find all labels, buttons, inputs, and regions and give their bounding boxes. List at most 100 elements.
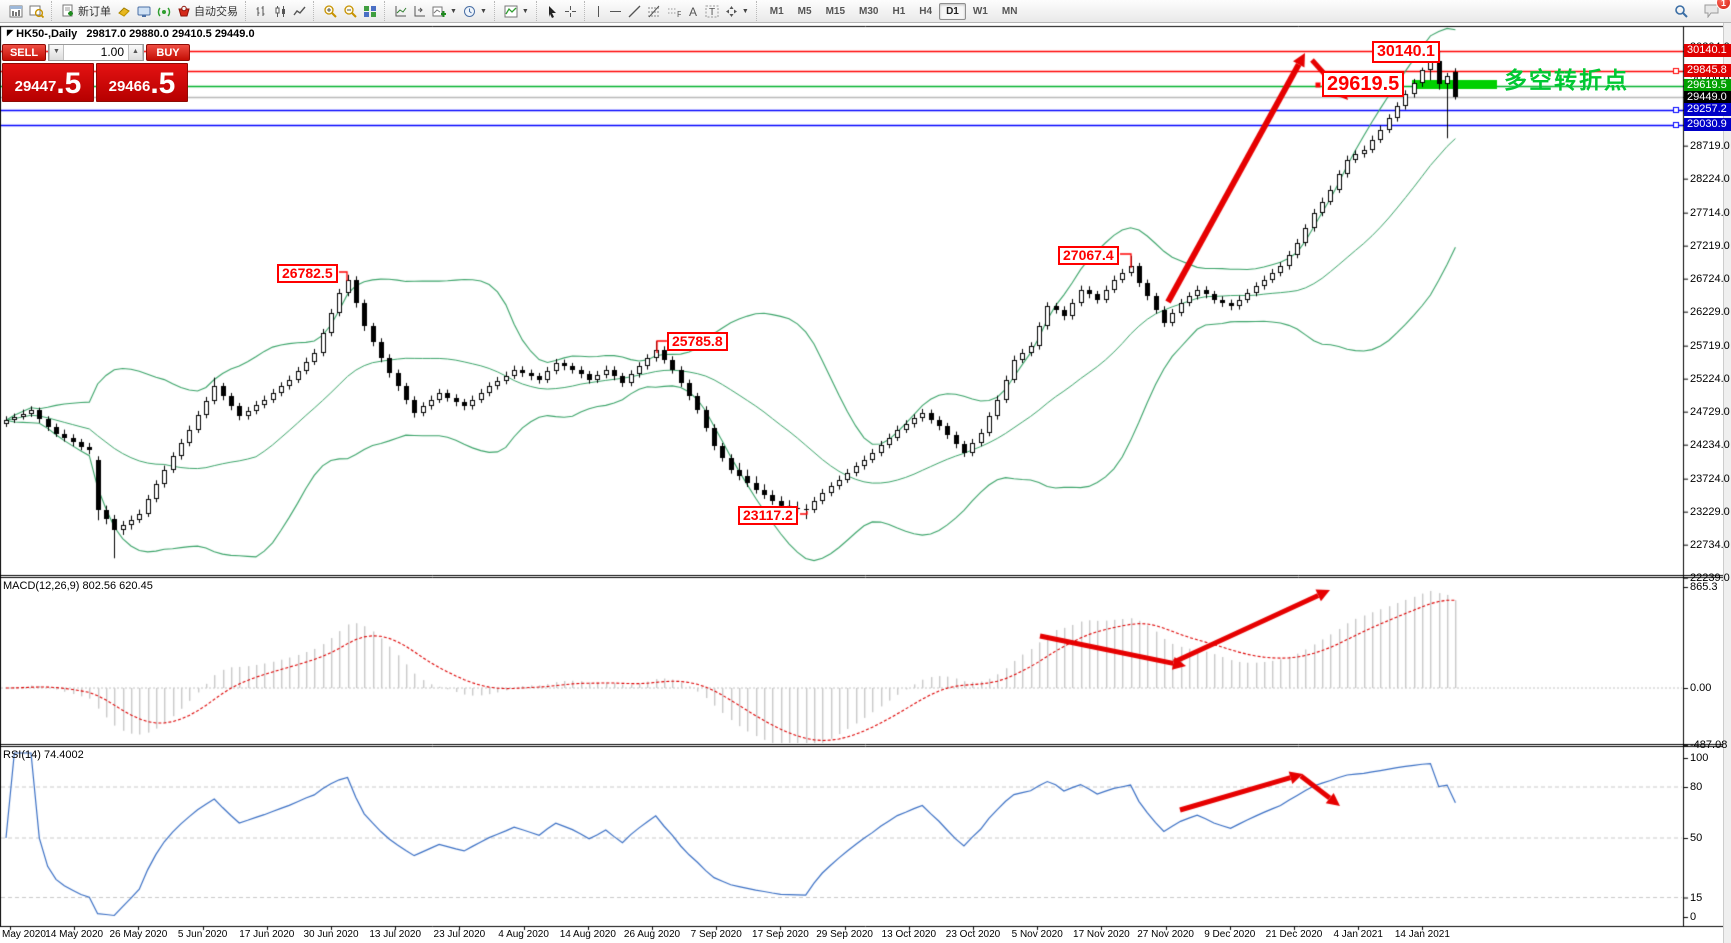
date-label: 23 Oct 2020 xyxy=(945,929,1001,940)
turning-point-text[interactable]: 多空转折点 xyxy=(1504,67,1629,93)
hline-button[interactable] xyxy=(606,1,625,21)
tile-windows-button[interactable] xyxy=(360,1,380,21)
cursor-icon xyxy=(546,5,558,18)
signal-button[interactable] xyxy=(154,1,174,21)
rsi-tick-label: 100 xyxy=(1690,752,1709,764)
svg-text:F: F xyxy=(677,10,681,18)
notification-count-badge: 1 xyxy=(1716,0,1731,10)
date-label: 7 Sep 2020 xyxy=(690,929,742,940)
timeframe-m15[interactable]: M15 xyxy=(825,5,846,17)
timeframe-m30[interactable]: M30 xyxy=(859,5,879,17)
text-button[interactable]: A xyxy=(684,1,702,21)
volume-increase-button[interactable]: ▲ xyxy=(128,45,143,60)
terminal-icon xyxy=(137,5,151,18)
price-label-29619[interactable]: 29619.5 xyxy=(1322,71,1405,97)
price-tick-label: 26724.0 xyxy=(1690,272,1730,285)
timeframe-toolbar: M1 M5 M15 M30 H1 H4 D1 W1 MN xyxy=(755,1,1029,21)
chart-window-button[interactable] xyxy=(6,1,26,21)
signal-icon xyxy=(157,5,171,18)
chart-shift-button[interactable] xyxy=(410,1,429,21)
crosshair-button[interactable] xyxy=(561,1,580,21)
price-label-25785[interactable]: 25785.8 xyxy=(667,332,728,352)
volume-decrease-button[interactable]: ▼ xyxy=(49,45,64,60)
line-chart-button[interactable] xyxy=(290,1,309,21)
timeframe-d1[interactable]: D1 xyxy=(939,2,966,20)
price-tick-label: 28224.0 xyxy=(1690,172,1730,185)
arrows-dropdown-caret[interactable]: ▼ xyxy=(741,7,749,15)
sell-button[interactable]: SELL xyxy=(2,44,46,61)
fibo-fan-icon: F xyxy=(667,5,681,18)
date-label: 4 Aug 2020 xyxy=(498,929,549,940)
zoom-in-icon xyxy=(323,4,337,18)
sell-price-main: 29447 xyxy=(14,78,57,95)
sell-price-button[interactable]: 29447.5 xyxy=(2,63,94,102)
buy-price-button[interactable]: 29466.5 xyxy=(96,63,188,102)
date-label: 5 Nov 2020 xyxy=(1011,929,1063,940)
arrows-button[interactable]: ▼ xyxy=(722,1,752,21)
bars-button[interactable] xyxy=(252,1,271,21)
wallet-icon xyxy=(117,5,131,18)
new-order-icon xyxy=(61,4,75,18)
trendline-icon xyxy=(628,5,641,18)
chart-window-icon xyxy=(9,5,23,18)
zoom-window-icon xyxy=(29,4,44,18)
date-label: May 2020 xyxy=(2,929,46,940)
vline-button[interactable] xyxy=(591,1,606,21)
timeframe-w1[interactable]: W1 xyxy=(972,5,988,17)
candles-button[interactable] xyxy=(271,1,290,21)
rsi-tick-label: 80 xyxy=(1690,781,1703,793)
trendline-button[interactable] xyxy=(625,1,644,21)
indicators-dropdown-caret[interactable]: ▼ xyxy=(521,7,529,15)
template-button[interactable]: ▼ xyxy=(429,1,460,21)
timeframe-mn[interactable]: MN xyxy=(1001,5,1018,17)
search-button[interactable] xyxy=(1671,1,1691,21)
timeframe-m5[interactable]: M5 xyxy=(797,5,812,17)
period-dropdown-caret[interactable]: ▼ xyxy=(479,7,487,15)
terminal-button[interactable] xyxy=(134,1,154,21)
fibo-fan-button[interactable]: F xyxy=(664,1,684,21)
period-button[interactable]: ▼ xyxy=(460,1,490,21)
toolbar-group: 新订单 自动交易 xyxy=(51,1,245,21)
macd-tick-label: -487.08 xyxy=(1690,738,1728,751)
date-label: 5 Jun 2020 xyxy=(177,929,228,940)
text-label-icon: T xyxy=(705,5,719,18)
svg-text:T: T xyxy=(709,7,715,18)
indicators-button[interactable]: ▼ xyxy=(501,1,532,21)
price-line-label: 29619.5 xyxy=(1684,79,1731,93)
price-label-26782[interactable]: 26782.5 xyxy=(277,264,338,284)
zoom-in-button[interactable] xyxy=(320,1,340,21)
search-icon xyxy=(1674,4,1688,18)
date-label: 14 Jan 2021 xyxy=(1394,929,1450,940)
new-chart-button[interactable] xyxy=(391,1,410,21)
text-label-button[interactable]: T xyxy=(702,1,722,21)
crosshair-icon xyxy=(564,5,577,18)
hline-icon xyxy=(609,7,622,16)
notifications-button[interactable]: 1 xyxy=(1701,0,1731,21)
fibonacci-icon xyxy=(647,5,661,18)
new-order-button[interactable]: 新订单 xyxy=(58,1,114,21)
buy-button[interactable]: BUY xyxy=(146,44,190,61)
price-label-27067[interactable]: 27067.4 xyxy=(1058,246,1119,266)
cursor-button[interactable] xyxy=(543,1,561,21)
price-label-23117[interactable]: 23117.2 xyxy=(738,506,798,526)
fibonacci-button[interactable] xyxy=(644,1,664,21)
timeframe-h1[interactable]: H1 xyxy=(892,5,906,17)
price-tick-label: 26229.0 xyxy=(1690,305,1730,318)
price-label-30140[interactable]: 30140.1 xyxy=(1372,41,1440,63)
zoom-out-button[interactable] xyxy=(340,1,360,21)
autotrading-button[interactable]: 自动交易 xyxy=(174,1,241,21)
timeframe-m1[interactable]: M1 xyxy=(769,5,784,17)
volume-input[interactable]: 1.00 xyxy=(100,45,124,59)
date-label: 14 May 2020 xyxy=(45,929,104,940)
zoom-window-button[interactable] xyxy=(26,1,47,21)
toolbar-group xyxy=(535,1,584,21)
svg-text:A: A xyxy=(689,5,697,18)
price-tick-label: 28719.0 xyxy=(1690,139,1730,152)
wallet-button[interactable] xyxy=(114,1,134,21)
template-dropdown-caret[interactable]: ▼ xyxy=(450,7,457,15)
candles-icon xyxy=(274,5,287,18)
buy-price-main: 29466 xyxy=(108,78,151,95)
toolbar-group xyxy=(0,1,51,21)
timeframe-h4[interactable]: H4 xyxy=(919,5,933,17)
